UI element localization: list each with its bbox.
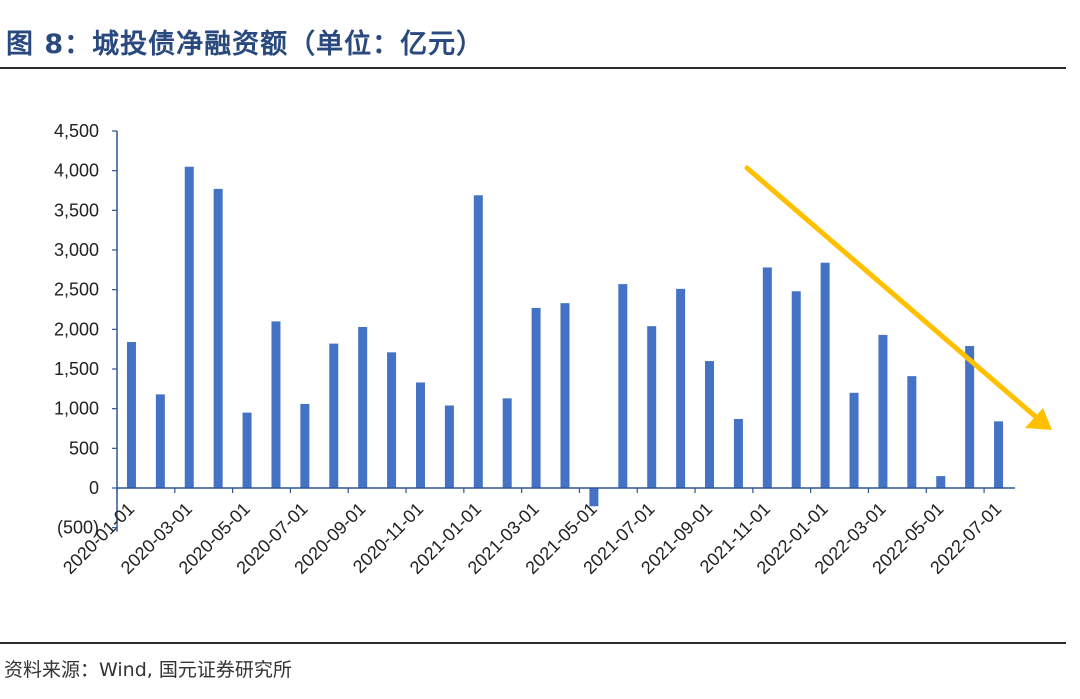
bar xyxy=(531,307,541,488)
bar xyxy=(762,267,772,488)
bar xyxy=(791,291,801,488)
bar xyxy=(618,284,628,488)
bar xyxy=(878,334,888,488)
y-tick-label: 4,500 xyxy=(54,121,99,141)
bar xyxy=(444,405,454,488)
bar xyxy=(213,188,223,488)
bar xyxy=(936,476,946,488)
y-tick-label: 1,000 xyxy=(54,399,99,419)
y-tick-label: (500) xyxy=(57,518,99,538)
bar xyxy=(994,421,1004,488)
y-tick-label: 2,000 xyxy=(54,319,99,339)
bar xyxy=(242,412,252,488)
bar xyxy=(184,166,194,488)
bar xyxy=(473,195,483,488)
y-tick-label: 3,000 xyxy=(54,240,99,260)
y-axis: (500) 0 500 1,000 1,500 2,000 2,500 3,000 3,500 4… xyxy=(54,121,118,538)
y-tick-label: 0 xyxy=(89,478,99,498)
bar xyxy=(560,303,570,488)
x-axis: 2020-01-012020-03-012020-05-012020-07-01… xyxy=(59,487,1015,578)
y-tick-label: 500 xyxy=(69,438,99,458)
top-divider xyxy=(0,67,1066,69)
bar xyxy=(907,376,917,488)
bar-series xyxy=(126,166,1004,507)
bar xyxy=(358,326,368,488)
trend-arrow-head xyxy=(1025,408,1052,430)
y-tick-label: 2,500 xyxy=(54,280,99,300)
bar xyxy=(300,403,310,488)
bar xyxy=(965,345,975,488)
bar-chart: (500) 0 500 1,000 1,500 2,000 2,500 3,000 3,500 4… xyxy=(54,121,1052,578)
chart-title: 图 8：城投债净融资额（单位：亿元） xyxy=(6,29,485,60)
bar xyxy=(820,262,830,488)
bar xyxy=(647,326,657,488)
bar xyxy=(155,394,165,488)
bar xyxy=(676,288,686,488)
bottom-divider xyxy=(0,642,1066,644)
bar xyxy=(589,488,599,507)
source-note: 资料来源：Wind, 国元证券研究所 xyxy=(4,659,292,681)
bar xyxy=(415,382,425,488)
bar xyxy=(271,321,281,488)
bar xyxy=(387,352,397,488)
bar xyxy=(329,343,339,488)
y-tick-label: 1,500 xyxy=(54,359,99,379)
bar xyxy=(733,418,743,488)
trend-arrow-shaft xyxy=(744,165,1039,420)
bar xyxy=(849,392,859,488)
trend-arrow xyxy=(744,165,1052,430)
bar xyxy=(126,342,136,488)
y-tick-label: 3,500 xyxy=(54,200,99,220)
bar xyxy=(705,361,715,488)
y-tick-label: 4,000 xyxy=(54,161,99,181)
bar xyxy=(502,398,512,488)
